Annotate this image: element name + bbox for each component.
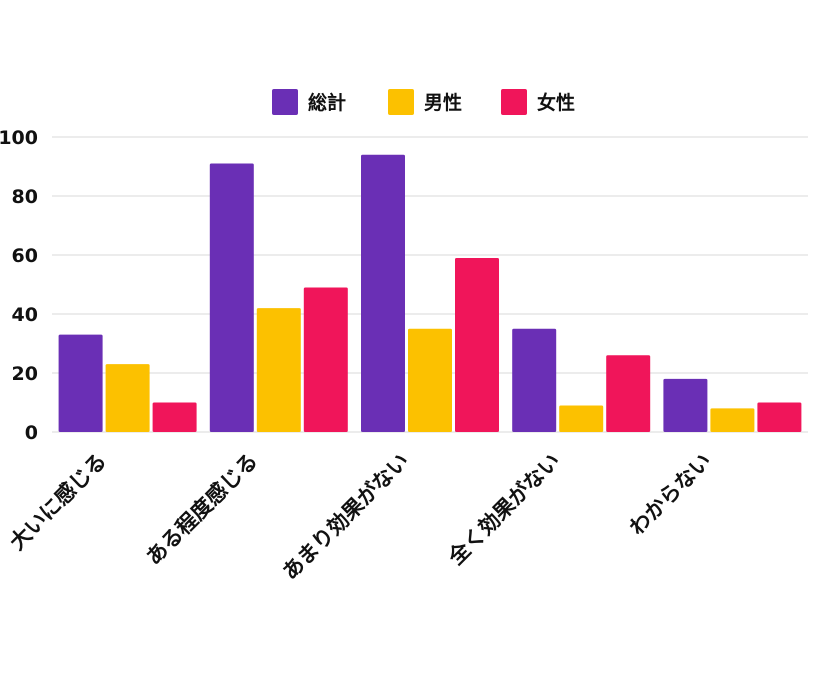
x-category-label: 大いに感じる <box>5 449 111 555</box>
x-category-label: ある程度感じる <box>141 449 262 570</box>
y-tick-label: 20 <box>12 363 38 385</box>
bar-男性-わからない <box>710 408 755 432</box>
y-tick-label: 0 <box>25 422 38 444</box>
x-category-label: あまり効果がない <box>278 449 414 585</box>
legend-swatch-男性 <box>388 89 414 115</box>
bar-女性-全く効果がない <box>606 355 651 432</box>
bar-男性-ある程度感じる <box>256 308 301 432</box>
x-axis: 大いに感じる ある程度感じる あまり効果がない 全く効果がない わからない <box>5 449 716 585</box>
bar-総計-大いに感じる <box>58 334 103 432</box>
bar-男性-あまり効果がない <box>408 328 452 432</box>
x-category-label: 全く効果がない <box>443 449 565 571</box>
bar-総計-ある程度感じる <box>209 163 254 433</box>
y-axis: 0 20 40 60 80 100 <box>0 127 38 444</box>
legend-label: 女性 <box>537 91 575 114</box>
bars <box>58 154 802 433</box>
bar-女性-ある程度感じる <box>303 287 348 432</box>
legend-swatch-総計 <box>272 89 298 115</box>
bar-男性-大いに感じる <box>105 364 150 432</box>
y-tick-label: 60 <box>12 245 38 267</box>
y-tick-label: 100 <box>0 127 38 149</box>
bar-男性-全く効果がない <box>559 405 604 432</box>
bar-女性-わからない <box>757 402 802 432</box>
bar-総計-あまり効果がない <box>361 154 405 432</box>
bar-女性-大いに感じる <box>152 402 197 432</box>
y-tick-label: 40 <box>12 304 38 326</box>
legend-label: 総計 <box>308 91 346 114</box>
bar-総計-全く効果がない <box>512 328 557 432</box>
legend-label: 男性 <box>424 91 462 114</box>
x-category-label: わからない <box>625 449 716 540</box>
bar-女性-あまり効果がない <box>455 257 499 432</box>
y-tick-label: 80 <box>12 186 38 208</box>
bar-総計-わからない <box>663 378 708 432</box>
legend: 総計 男性 女性 <box>272 89 575 115</box>
legend-swatch-女性 <box>501 89 527 115</box>
